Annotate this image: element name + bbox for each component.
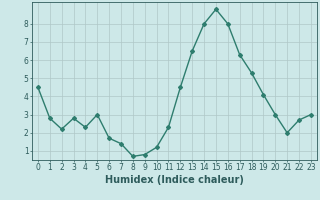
X-axis label: Humidex (Indice chaleur): Humidex (Indice chaleur)	[105, 175, 244, 185]
